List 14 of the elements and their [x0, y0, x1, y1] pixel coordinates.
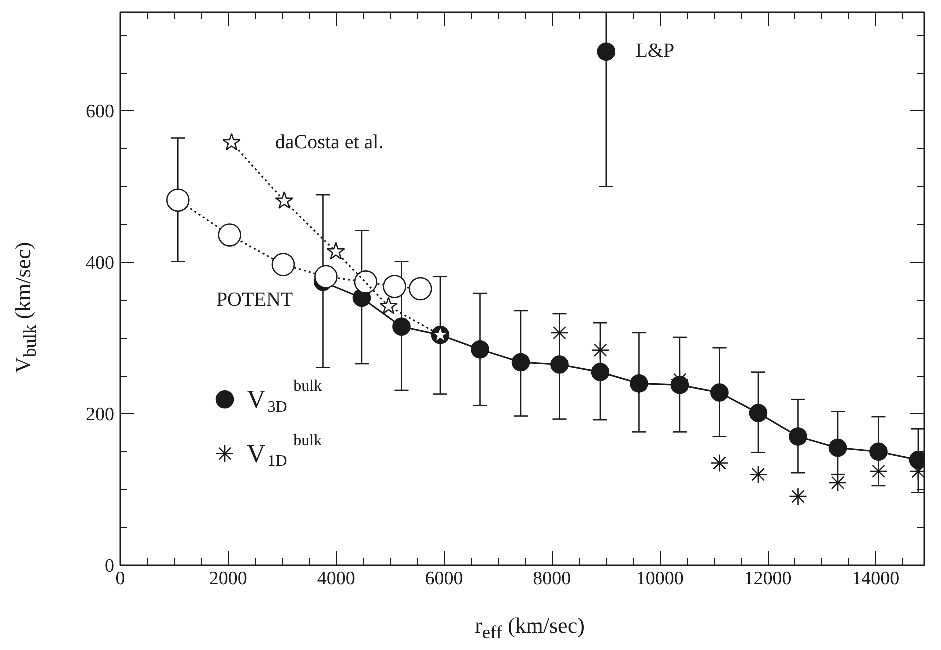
- x-axis-title: r$_{eff}$ (km/sec): [475, 612, 585, 644]
- y-tick-label: 200: [86, 404, 114, 426]
- annotation: POTENT: [216, 289, 294, 312]
- x-tick-label: 10000: [636, 568, 684, 590]
- annotation: L&P: [636, 40, 675, 62]
- x-tick-label: 12000: [744, 568, 792, 590]
- x-tick-label: 14000: [852, 568, 900, 590]
- y-tick-label: 600: [86, 101, 114, 122]
- annotation: daCosta et al.: [275, 131, 384, 154]
- x-tick-label: 8000: [533, 568, 572, 590]
- x-tick-label: 4000: [317, 568, 356, 590]
- x-tick-label: 2000: [209, 568, 248, 590]
- y-tick-label: 400: [86, 252, 114, 274]
- x-tick-label: 6000: [425, 568, 464, 590]
